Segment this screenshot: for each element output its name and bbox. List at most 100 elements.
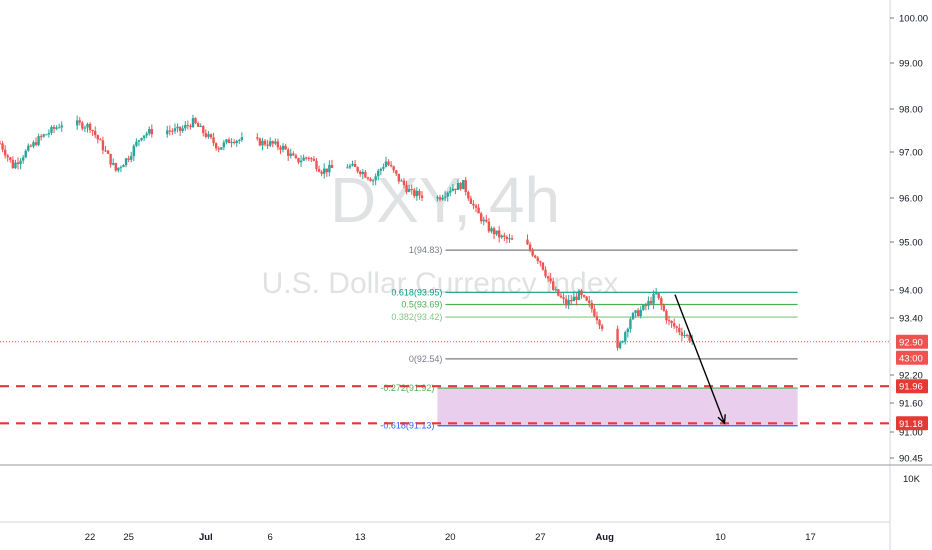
candle-down	[536, 257, 539, 262]
y-tick-label: 100.00	[899, 14, 928, 25]
candle-down	[294, 155, 298, 158]
candle-up	[621, 341, 624, 343]
candle-up	[631, 312, 635, 320]
candle-down	[366, 177, 370, 179]
candle-up	[624, 332, 627, 342]
candle-up	[500, 235, 503, 238]
candle-down	[34, 142, 38, 145]
candle-down	[312, 158, 316, 161]
candle-down	[3, 149, 7, 156]
candle-down	[6, 155, 9, 158]
support-lines[interactable]	[0, 385, 890, 425]
candle-up	[148, 129, 151, 134]
candle-down	[598, 320, 601, 326]
candle-down	[546, 276, 550, 279]
candle-down	[531, 249, 534, 256]
price-axis[interactable]: 100.00 99.00 98.00 97.00 96.00 95.00 94.00 93.4…	[890, 14, 928, 465]
projection-arrow[interactable]	[674, 294, 726, 425]
arrow-shaft	[674, 294, 726, 424]
x-tick-label: 25	[123, 532, 134, 543]
candle-down	[353, 163, 357, 168]
candle-up	[60, 125, 63, 128]
time-axis[interactable]: 22 25 Jul 6 13 20 27 Aug 10 17	[85, 532, 816, 543]
candle-up	[654, 293, 658, 295]
y-tick-label: 92.20	[899, 371, 923, 382]
candle-up	[652, 293, 655, 304]
candle-down	[286, 149, 290, 156]
fibonacci-retracement[interactable]: 1(94.83) 0.618(93.95) 0.5(93.69) 0.382(93.4…	[380, 245, 798, 431]
y-tick-label: 91.60	[899, 399, 923, 410]
candle-down	[325, 168, 328, 173]
price-axis-tags: 92.90 43:00 91.96 91.18	[896, 334, 928, 431]
candle-up	[348, 165, 352, 168]
candle-up	[639, 309, 642, 317]
candle-up	[371, 180, 375, 182]
candle-down	[114, 163, 117, 171]
candle-down	[665, 310, 668, 321]
candle-up	[302, 157, 305, 161]
candle-up	[191, 118, 195, 128]
y-tick-label: 98.00	[899, 105, 923, 116]
candle-up	[142, 135, 146, 139]
candle-down	[271, 141, 274, 144]
candle-down	[675, 326, 678, 328]
candle-up	[166, 130, 169, 135]
candle-down	[78, 120, 81, 123]
candle-up	[132, 145, 136, 157]
candle-up	[377, 170, 380, 177]
candle-up	[19, 160, 22, 165]
candle-up	[184, 125, 187, 129]
candle-down	[438, 197, 442, 200]
y-tick-label: 99.00	[899, 59, 923, 70]
candle-up	[495, 230, 498, 235]
candle-down	[320, 171, 323, 174]
y-tick-label: 97.00	[899, 148, 923, 159]
candle-down	[88, 123, 92, 131]
candle-up	[274, 141, 277, 144]
candle-down	[413, 189, 416, 197]
candle-up	[647, 300, 650, 306]
candle-down	[39, 136, 43, 138]
y-tick-label: 91.00	[899, 428, 923, 439]
candle-down	[469, 198, 473, 204]
candle-up	[361, 171, 365, 175]
candle-down	[505, 236, 509, 239]
fib-level-label: 0(92.54)	[409, 354, 443, 364]
candle-up	[137, 140, 141, 142]
candle-down	[541, 262, 545, 270]
candle-up	[618, 342, 622, 348]
candle-down	[405, 185, 408, 192]
candle-down	[595, 316, 599, 321]
candle-down	[485, 219, 488, 222]
candle-up	[328, 164, 331, 173]
candle-down	[168, 130, 172, 132]
candle-down	[392, 166, 395, 171]
candle-down	[503, 235, 506, 237]
candle-down	[214, 143, 218, 149]
candle-down	[127, 158, 130, 160]
candle-up	[642, 305, 645, 310]
candle-up	[181, 128, 184, 131]
fib-extension-zone-fill	[437, 388, 798, 426]
candle-down	[81, 122, 84, 129]
candle-down	[420, 195, 424, 198]
candle-down	[549, 278, 552, 282]
candle-up	[323, 168, 326, 174]
candle-down	[94, 130, 97, 136]
fib-extension-zone[interactable]	[437, 388, 798, 426]
candle-up	[124, 158, 128, 166]
y-tick-label: 90.45	[899, 454, 923, 465]
candle-up	[577, 290, 581, 300]
candle-down	[552, 281, 555, 290]
candle-up	[400, 180, 403, 182]
candle-down	[678, 327, 681, 333]
candle-down	[217, 148, 220, 150]
fib-level-label: -0.618(91.13)	[380, 421, 434, 431]
candle-down	[660, 298, 663, 306]
candle-down	[410, 188, 413, 190]
candle-down	[479, 213, 483, 222]
candle-up	[446, 192, 449, 197]
candle-down	[662, 305, 666, 311]
candle-up	[47, 132, 51, 135]
